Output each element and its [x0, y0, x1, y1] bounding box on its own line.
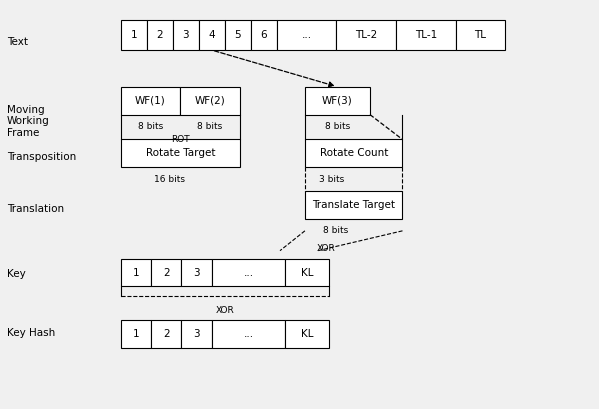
Text: XOR: XOR	[215, 306, 234, 315]
Text: Key: Key	[7, 269, 26, 279]
Text: 2: 2	[163, 267, 170, 278]
Text: 3: 3	[193, 267, 200, 278]
Text: ...: ...	[243, 267, 253, 278]
Bar	[305, 191, 403, 219]
Text: WF(3): WF(3)	[322, 96, 353, 106]
Text: 8 bits: 8 bits	[198, 122, 223, 131]
Bar	[225, 20, 251, 50]
Text: Rotate Target: Rotate Target	[146, 148, 215, 158]
Bar	[120, 258, 151, 286]
Text: Moving
Working
Frame: Moving Working Frame	[7, 105, 50, 138]
Text: ROT: ROT	[171, 135, 189, 144]
Text: WF(2): WF(2)	[195, 96, 225, 106]
Bar	[305, 139, 403, 167]
Bar	[181, 320, 211, 348]
Bar	[211, 320, 285, 348]
Text: TL-2: TL-2	[355, 30, 377, 40]
Text: 2: 2	[163, 329, 170, 339]
Text: Rotate Count: Rotate Count	[319, 148, 388, 158]
Text: 3 bits: 3 bits	[319, 175, 344, 184]
Text: WF(1): WF(1)	[135, 96, 166, 106]
Text: 16 bits: 16 bits	[154, 175, 185, 184]
Bar	[120, 320, 151, 348]
Bar	[396, 20, 456, 50]
Text: ...: ...	[301, 30, 311, 40]
Bar	[147, 20, 173, 50]
Bar	[211, 258, 285, 286]
Bar	[151, 258, 181, 286]
Bar	[151, 320, 181, 348]
Text: 6: 6	[261, 30, 267, 40]
Bar	[120, 87, 180, 115]
Bar	[251, 20, 277, 50]
Text: 4: 4	[208, 30, 215, 40]
Bar	[285, 258, 329, 286]
Text: Transposition: Transposition	[7, 152, 76, 162]
Text: 8 bits: 8 bits	[138, 122, 163, 131]
Bar	[181, 258, 211, 286]
Bar	[337, 20, 396, 50]
Text: XOR: XOR	[317, 244, 336, 253]
Bar	[199, 20, 225, 50]
Bar	[120, 20, 147, 50]
Text: 3: 3	[193, 329, 200, 339]
Text: Translation: Translation	[7, 204, 64, 214]
Text: ...: ...	[243, 329, 253, 339]
Text: 8 bits: 8 bits	[323, 226, 348, 235]
Text: Text: Text	[7, 37, 28, 47]
Bar	[173, 20, 199, 50]
Bar	[456, 20, 506, 50]
Text: TL: TL	[474, 30, 486, 40]
Text: 1: 1	[132, 267, 139, 278]
Bar	[285, 320, 329, 348]
Text: 5: 5	[234, 30, 241, 40]
Text: Translate Target: Translate Target	[312, 200, 395, 210]
Text: 1: 1	[131, 30, 137, 40]
Text: KL: KL	[301, 329, 313, 339]
Text: TL-1: TL-1	[415, 30, 437, 40]
Text: KL: KL	[301, 267, 313, 278]
Text: 1: 1	[132, 329, 139, 339]
Text: 2: 2	[156, 30, 163, 40]
Bar	[277, 20, 337, 50]
Bar	[305, 87, 370, 115]
Bar	[120, 139, 240, 167]
Text: 8 bits: 8 bits	[325, 122, 350, 131]
Text: Key Hash: Key Hash	[7, 328, 55, 338]
Text: 3: 3	[182, 30, 189, 40]
Bar	[180, 87, 240, 115]
